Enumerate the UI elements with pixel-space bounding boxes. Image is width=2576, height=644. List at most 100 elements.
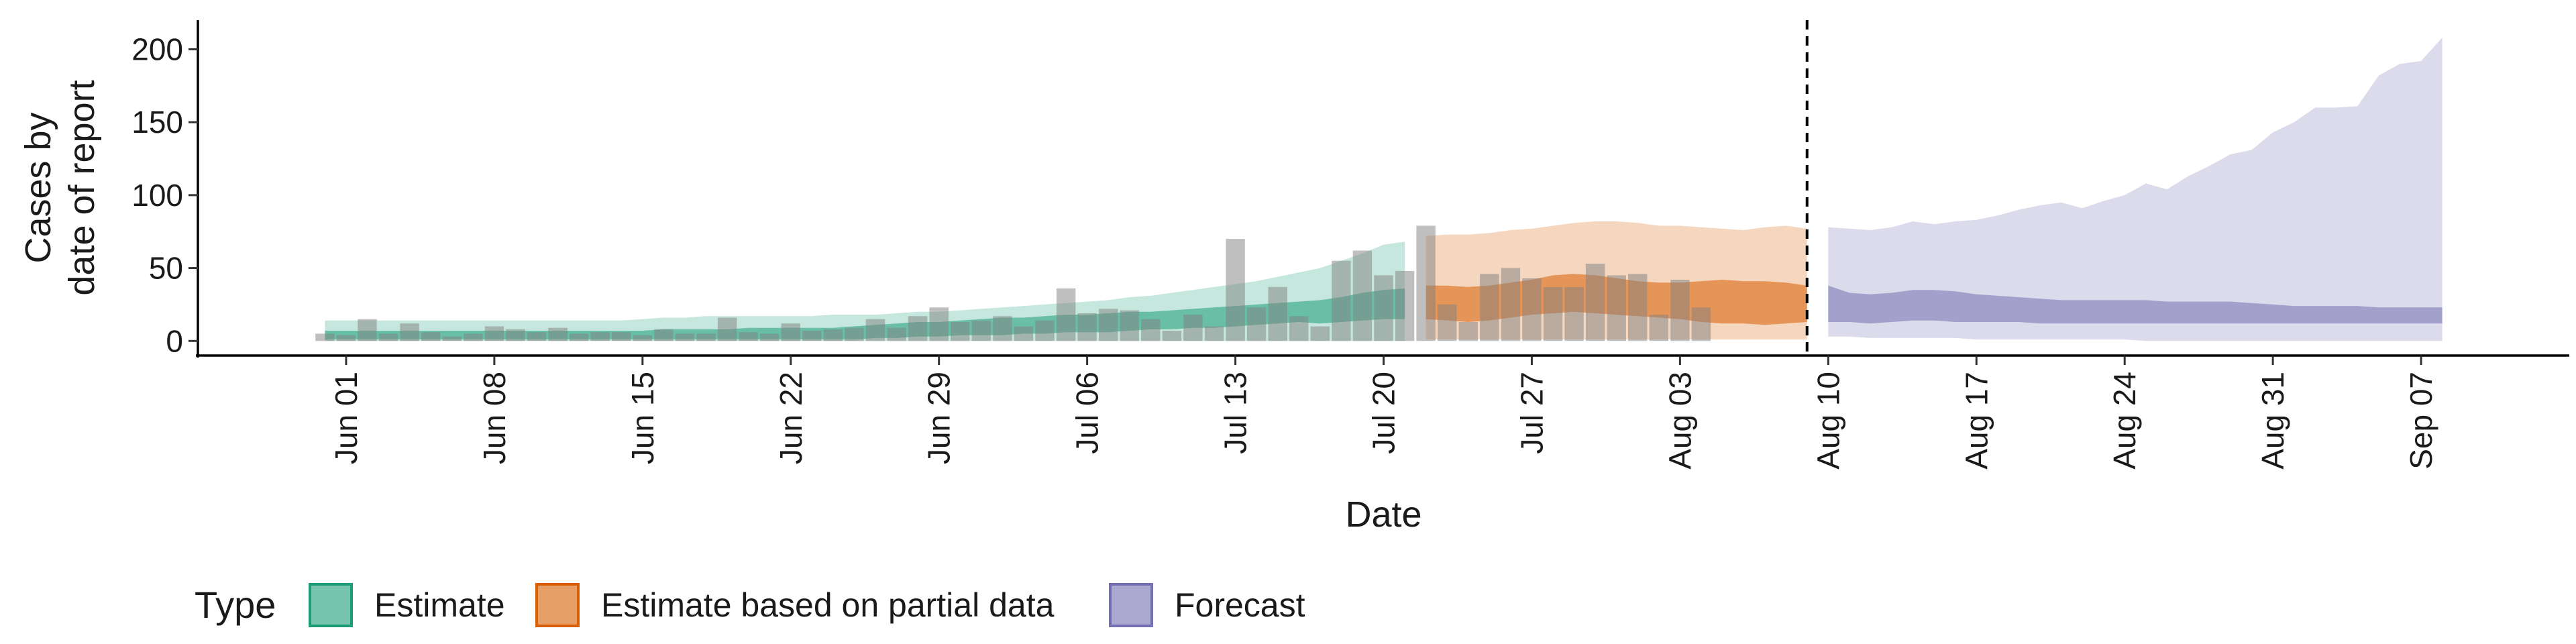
data-bar xyxy=(633,335,652,341)
data-bar xyxy=(717,317,737,341)
x-tick-label: Aug 24 xyxy=(2107,372,2142,470)
x-axis-title: Date xyxy=(1345,494,1421,535)
data-bar xyxy=(527,332,547,341)
x-tick-label: Jun 08 xyxy=(477,372,512,464)
x-tick-label: Aug 10 xyxy=(1811,372,1845,470)
data-bar xyxy=(400,323,419,341)
data-bar xyxy=(315,333,335,341)
data-bar xyxy=(1628,274,1648,341)
data-bar xyxy=(590,332,610,341)
data-bar xyxy=(506,329,525,341)
legend-label: Estimate xyxy=(374,586,505,624)
x-tick-label: Aug 31 xyxy=(2255,372,2290,470)
x-tick-label: Jul 20 xyxy=(1366,372,1401,454)
data-bar xyxy=(1310,326,1330,341)
legend-swatch xyxy=(309,583,353,627)
data-bar xyxy=(1204,326,1224,341)
data-bar xyxy=(1077,313,1097,341)
axes: 0 50 100 150 200 Jun 01 Jun 08 Jun 15 Jun 22 Jun … xyxy=(18,20,2569,535)
y-tick-label: 150 xyxy=(131,105,183,140)
data-bar xyxy=(1522,278,1542,341)
legend-swatch xyxy=(1109,583,1153,627)
plot-area xyxy=(315,20,2443,356)
data-bar xyxy=(1099,309,1118,341)
y-axis-title-line-1: Cases by xyxy=(18,112,58,263)
ribbon-inner-forecast xyxy=(1828,285,2443,324)
data-bar xyxy=(887,327,906,341)
data-bar xyxy=(1649,315,1668,341)
x-tick-label: Aug 17 xyxy=(1959,372,1994,470)
data-bar xyxy=(1120,310,1139,341)
data-bar xyxy=(442,336,462,341)
data-bar xyxy=(1438,304,1457,341)
legend-swatch xyxy=(535,583,580,627)
data-bar xyxy=(1691,307,1711,341)
legend-label: Forecast xyxy=(1175,586,1305,624)
data-bar xyxy=(1564,286,1584,341)
data-bar xyxy=(1458,322,1478,341)
data-bar xyxy=(1501,268,1521,341)
legend-title: Type xyxy=(195,584,276,626)
x-tick-label: Jul 06 xyxy=(1070,372,1105,454)
data-bar xyxy=(1246,307,1267,341)
data-bar xyxy=(971,320,991,341)
data-bar xyxy=(845,327,864,341)
data-bar xyxy=(760,333,780,341)
data-bar xyxy=(1162,331,1182,341)
data-bar xyxy=(993,316,1012,341)
y-tick-label: 50 xyxy=(149,251,183,286)
data-bar xyxy=(1268,286,1287,341)
data-bar xyxy=(569,333,589,341)
x-tick-label: Sep 07 xyxy=(2404,372,2438,470)
data-bar xyxy=(802,331,822,341)
data-bar xyxy=(1035,320,1055,341)
data-bar xyxy=(358,319,377,341)
data-bar xyxy=(1226,239,1245,341)
data-bar xyxy=(675,333,695,341)
data-bar xyxy=(739,332,758,341)
data-bar xyxy=(1395,270,1415,341)
data-bar xyxy=(1416,225,1436,341)
x-tick-label: Jul 13 xyxy=(1218,372,1253,454)
y-tick-label: 100 xyxy=(131,178,183,213)
data-bar xyxy=(654,329,674,341)
data-bar xyxy=(1480,274,1499,341)
data-bar xyxy=(421,332,441,341)
data-bar xyxy=(951,322,970,341)
ribbon-outer-forecast xyxy=(1828,38,2443,341)
data-bar xyxy=(1332,260,1351,341)
data-bar xyxy=(1056,288,1076,341)
x-tick-label: Jun 01 xyxy=(329,372,364,464)
legend: Type Estimate Estimate based on partial da… xyxy=(195,583,1305,627)
data-bar xyxy=(1014,326,1034,341)
data-bar xyxy=(1352,250,1373,341)
data-bar xyxy=(865,319,885,341)
data-bar xyxy=(823,329,843,341)
data-bar xyxy=(1585,264,1605,341)
data-bar xyxy=(336,335,356,341)
data-bar xyxy=(1670,280,1690,341)
data-bar xyxy=(548,327,568,341)
y-tick-label: 200 xyxy=(131,32,183,66)
x-tick-label: Jun 15 xyxy=(625,372,660,464)
x-tick-label: Jul 27 xyxy=(1514,372,1549,454)
data-bar xyxy=(378,333,398,341)
data-bar xyxy=(484,326,504,341)
data-bar xyxy=(1374,275,1393,341)
data-bar xyxy=(929,307,949,341)
data-bar xyxy=(908,316,928,341)
data-bar xyxy=(612,332,631,341)
data-bar xyxy=(696,333,716,341)
data-bar xyxy=(1141,319,1161,341)
x-tick-label: Jun 29 xyxy=(922,372,957,464)
data-bar xyxy=(1183,315,1203,341)
data-bar xyxy=(1289,316,1309,341)
y-tick-label: 0 xyxy=(166,323,183,358)
data-bar xyxy=(781,323,800,341)
x-tick-label: Jun 22 xyxy=(773,372,808,464)
data-bar xyxy=(1543,286,1563,341)
data-bar xyxy=(464,333,483,341)
x-tick-label: Aug 03 xyxy=(1662,372,1697,470)
y-axis-title-line-2: date of report xyxy=(62,80,102,295)
